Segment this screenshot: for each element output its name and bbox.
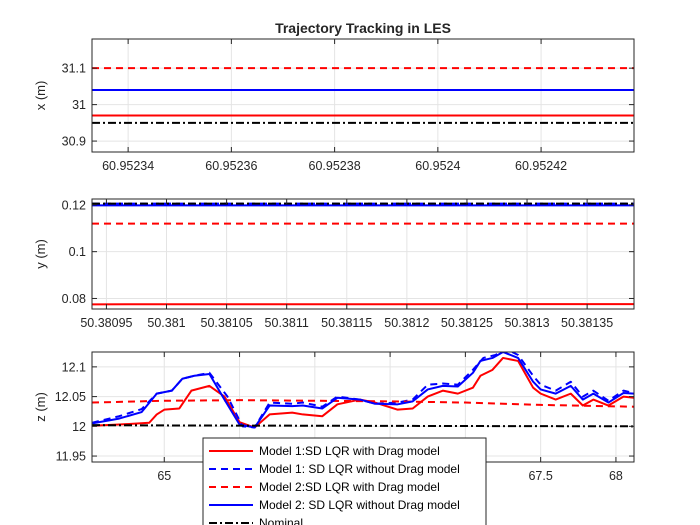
z-position-xtick-label: 65: [157, 469, 171, 483]
legend-box: [202, 437, 487, 525]
z-position-ytick-label: 12.1: [62, 360, 86, 374]
x-position-xtick-label: 60.95238: [309, 159, 361, 173]
y-position-axes-frame: [91, 198, 635, 310]
x-position-axes-frame: [91, 38, 635, 153]
z-position-axes: 65 67.5 68 11.95 12 12.05 12.1 z (m): [33, 351, 635, 483]
y-position-plot-area: [92, 199, 634, 309]
z-position-xtick-label: 67.5: [528, 469, 552, 483]
x-position-ytick-label: 30.9: [62, 135, 86, 149]
x-position-ytick-label: 31: [72, 98, 86, 112]
y-position-xtick-label: 50.38115: [321, 316, 372, 330]
y-position-xtick-label: 50.381: [147, 316, 185, 330]
x-position-plot-area: [92, 39, 634, 152]
x-position-xtick-label: 60.95234: [102, 159, 154, 173]
z-position-series-line-2: [92, 352, 634, 429]
legend-label-4: Model 2: SD LQR without Drag model: [259, 498, 460, 512]
y-position-xtick-label: 50.3812: [384, 316, 429, 330]
y-position-xtick-label: 50.38125: [441, 316, 493, 330]
x-position-ytick-label: 31.1: [62, 62, 86, 76]
z-position-ytick-label: 12.05: [55, 390, 86, 404]
z-position-ylabel: z (m): [33, 392, 48, 422]
x-position-series-group: [92, 67, 634, 124]
y-position-ylabel: y (m): [33, 239, 48, 269]
legend-label-5: Nominal: [259, 516, 303, 525]
z-position-ytick-label: 11.95: [56, 450, 86, 464]
legend-label-3: Model 2:SD LQR with Drag model: [259, 480, 440, 494]
y-position-xtick-label: 50.38105: [201, 316, 253, 330]
x-position-xtick-label: 60.95242: [515, 159, 567, 173]
x-position-ylabel: x (m): [33, 81, 48, 111]
y-position-xtick-label: 50.3811: [265, 316, 309, 330]
y-position-axes: 50.38095 50.381 50.38105 50.3811 50.38115 50.…: [33, 198, 635, 330]
z-position-series-line-1: [92, 356, 634, 429]
x-position-xtick-label: 60.95236: [205, 159, 257, 173]
y-position-xtick-label: 50.3813: [504, 316, 549, 330]
legend: Model 1:SD LQR with Drag model Model 1: S…: [202, 437, 487, 525]
y-position-ytick-label: 0.08: [62, 292, 86, 306]
z-position-xtick-label: 68: [609, 469, 623, 483]
x-position-axes: 60.95234 60.95236 60.95238 60.9524 60.95242 3…: [33, 38, 635, 173]
y-position-xtick-label: 50.38095: [80, 316, 132, 330]
y-position-ytick-label: 0.12: [62, 198, 86, 212]
y-position-ytick-label: 0.1: [69, 245, 86, 259]
y-position-series-group: [92, 202, 634, 306]
legend-label-1: Model 1:SD LQR with Drag model: [259, 444, 440, 458]
z-position-series-line-3: [92, 399, 634, 408]
legend-label-2: Model 1: SD LQR without Drag model: [259, 462, 460, 476]
figure-title: Trajectory Tracking in LES: [275, 20, 451, 36]
z-position-series-group: [92, 352, 634, 429]
y-position-xtick-label: 50.38135: [561, 316, 613, 330]
z-position-ytick-label: 12: [72, 420, 86, 434]
x-position-xtick-label: 60.9524: [415, 159, 460, 173]
z-position-series-line-4: [92, 352, 634, 429]
z-position-series-line-5: [92, 424, 634, 428]
